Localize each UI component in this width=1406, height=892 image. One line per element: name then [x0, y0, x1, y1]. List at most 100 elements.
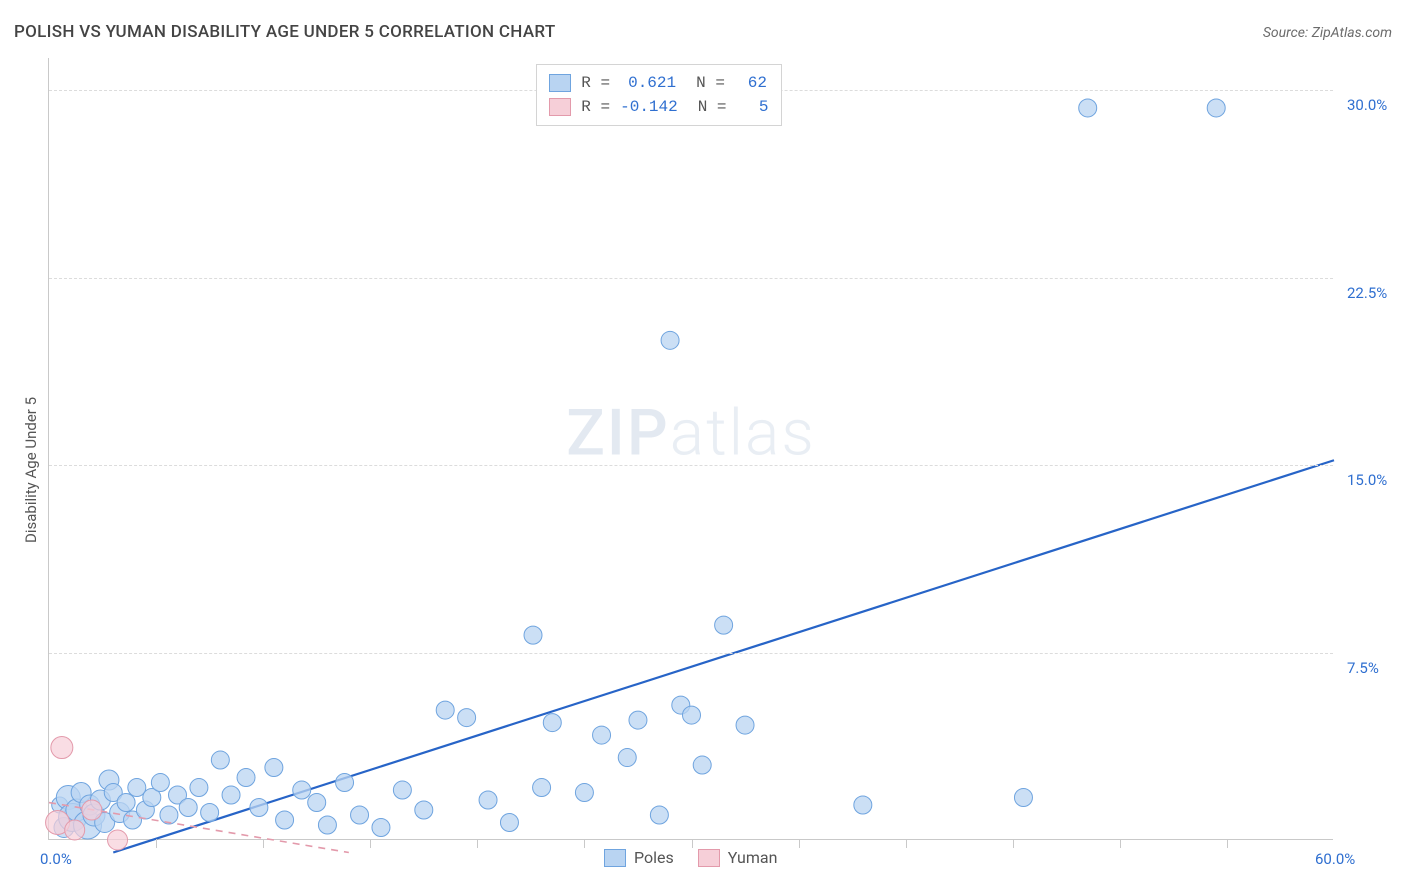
n-label: N =: [698, 95, 727, 119]
source-name: ZipAtlas.com: [1312, 25, 1392, 41]
gridline: [49, 465, 1333, 466]
data-point: [52, 797, 68, 813]
data-point: [211, 751, 229, 769]
data-point: [66, 799, 88, 821]
chart-title: POLISH VS YUMAN DISABILITY AGE UNDER 5 C…: [14, 22, 555, 42]
correlation-legend: R =0.621N =62R =-0.142N =5: [536, 64, 781, 126]
x-tick: [1227, 839, 1228, 848]
data-point: [80, 795, 100, 815]
x-tick: [584, 839, 585, 848]
trend-line: [113, 460, 1334, 852]
x-tick: [692, 839, 693, 848]
data-point: [318, 816, 336, 834]
data-point: [436, 701, 454, 719]
data-point: [51, 737, 73, 759]
data-point: [593, 726, 611, 744]
data-point: [854, 796, 872, 814]
gridline: [49, 278, 1333, 279]
plot-area: ZIPatlas: [48, 58, 1333, 840]
data-point: [715, 616, 733, 634]
data-point: [308, 794, 326, 812]
data-point: [629, 711, 647, 729]
data-point: [143, 789, 161, 807]
data-point: [65, 820, 85, 840]
data-point: [524, 626, 542, 644]
data-point: [293, 781, 311, 799]
data-point: [201, 804, 219, 822]
data-point: [736, 716, 754, 734]
r-label: R =: [581, 95, 610, 119]
data-point: [575, 784, 593, 802]
series-label: Poles: [634, 848, 674, 867]
watermark: ZIPatlas: [566, 395, 816, 470]
data-point: [415, 801, 433, 819]
r-value: 0.621: [620, 71, 676, 95]
data-point: [533, 779, 551, 797]
y-tick-label: 15.0%: [1347, 471, 1387, 489]
data-point: [104, 784, 122, 802]
n-value: 62: [735, 71, 767, 95]
data-point: [479, 791, 497, 809]
r-value: -0.142: [620, 95, 678, 119]
data-point: [56, 786, 80, 810]
data-point: [151, 774, 169, 792]
data-point: [74, 811, 102, 839]
x-tick: [1120, 839, 1121, 848]
data-point: [500, 814, 518, 832]
legend-swatch: [549, 74, 571, 92]
data-point: [1207, 99, 1225, 117]
legend-swatch: [549, 98, 571, 116]
y-tick-label: 22.5%: [1347, 284, 1387, 302]
series-legend: Poles Yuman: [604, 848, 777, 867]
data-point: [336, 774, 354, 792]
y-tick-label: 30.0%: [1347, 96, 1387, 114]
data-point: [117, 794, 135, 812]
legend-swatch: [604, 849, 626, 867]
series-label: Yuman: [728, 848, 778, 867]
data-point: [190, 779, 208, 797]
data-point: [276, 811, 294, 829]
data-point: [179, 799, 197, 817]
watermark-bold: ZIP: [566, 395, 670, 470]
data-point: [683, 706, 701, 724]
x-tick: [263, 839, 264, 848]
data-point: [265, 759, 283, 777]
trend-line: [49, 803, 349, 853]
data-point: [128, 779, 146, 797]
data-point: [110, 803, 130, 823]
data-point: [90, 790, 110, 810]
data-point: [95, 813, 115, 833]
x-tick: [906, 839, 907, 848]
data-point: [108, 830, 128, 850]
data-point: [1014, 789, 1032, 807]
data-point: [71, 783, 91, 803]
data-point: [124, 811, 142, 829]
data-point: [222, 786, 240, 804]
y-axis-title: Disability Age Under 5: [22, 397, 40, 543]
x-tick: [799, 839, 800, 848]
data-point: [59, 804, 87, 832]
data-point: [372, 819, 390, 837]
data-point: [393, 781, 411, 799]
data-point: [54, 818, 74, 838]
data-point: [672, 696, 690, 714]
data-point: [693, 756, 711, 774]
data-point: [458, 709, 476, 727]
gridline: [49, 653, 1333, 654]
watermark-light: atlas: [670, 395, 816, 470]
legend-stat-row: R =-0.142N =5: [549, 95, 768, 119]
data-point: [46, 811, 70, 835]
data-point: [136, 801, 154, 819]
chart-source: Source: ZipAtlas.com: [1263, 25, 1392, 41]
data-point: [237, 769, 255, 787]
r-label: R =: [581, 71, 610, 95]
x-tick: [370, 839, 371, 848]
data-point: [1079, 99, 1097, 117]
n-label: N =: [696, 71, 725, 95]
source-prefix: Source:: [1263, 25, 1312, 41]
data-point: [250, 799, 268, 817]
y-tick-label: 7.5%: [1347, 659, 1379, 677]
data-point: [83, 804, 105, 826]
x-axis-label: 60.0%: [1315, 850, 1355, 868]
data-point: [543, 714, 561, 732]
